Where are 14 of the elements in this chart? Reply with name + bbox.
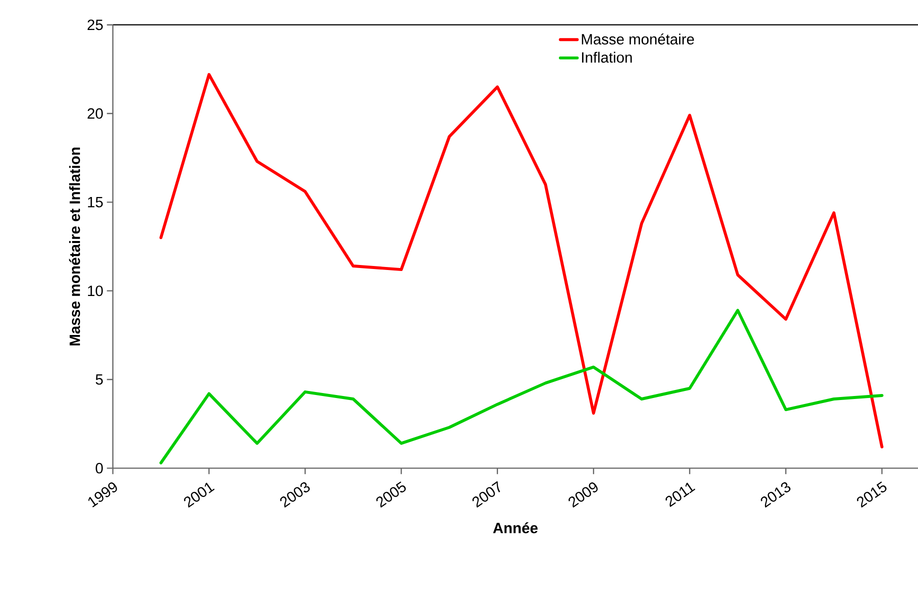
legend-label: Masse monétaire: [582, 33, 694, 44]
line-series: [159, 308, 884, 464]
y-tick-label: 15: [88, 196, 103, 208]
y-tick-label: 25: [88, 19, 103, 30]
y-tick-label: 10: [88, 285, 103, 296]
y-axis-title: Masse monétaire et Inflation: [69, 147, 80, 346]
y-tick-label: 0: [96, 462, 103, 474]
x-tick-label: 2001: [184, 482, 215, 508]
x-axis-title: Année: [493, 522, 538, 534]
y-tick-label: 20: [88, 108, 103, 119]
x-tick-label: 2011: [666, 482, 696, 507]
legend-label: Inflation: [582, 52, 632, 63]
y-tick-label: 5: [96, 374, 103, 384]
line-series: [159, 72, 884, 448]
